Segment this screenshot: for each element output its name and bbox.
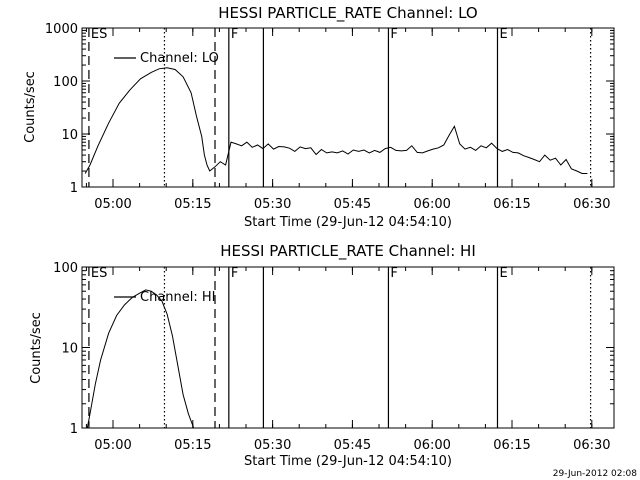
series-line-hi <box>86 289 195 429</box>
y-tick-label-lo-2: 100 <box>53 75 78 90</box>
x-tick-label-hi-2: 05:30 <box>254 438 291 453</box>
x-tick-label-lo-5: 06:15 <box>493 197 530 212</box>
marker-label-hi-0: ES <box>91 266 107 281</box>
marker-label-hi-6: E <box>499 266 507 281</box>
footer-timestamp: 29-Jun-2012 02:08 <box>553 469 637 479</box>
panel-hi: HESSI PARTICLE_RATE Channel: HI Counts/s… <box>29 242 615 469</box>
x-tick-label-lo-0: 05:00 <box>94 197 131 212</box>
x-tick-label-lo-1: 05:15 <box>174 197 211 212</box>
series-line-lo <box>84 67 588 174</box>
y-tick-label-lo-1: 10 <box>61 128 78 143</box>
marker-label-lo-0: ES <box>91 27 107 42</box>
chart-title-lo: HESSI PARTICLE_RATE Channel: LO <box>218 4 477 23</box>
x-tick-label-hi-4: 06:00 <box>413 438 450 453</box>
x-tick-label-hi-1: 05:15 <box>174 438 211 453</box>
panel-lo: HESSI PARTICLE_RATE Channel: LO Counts/s… <box>23 4 615 230</box>
legend-label-hi: Channel: HI <box>140 290 216 305</box>
y-tick-label-hi-0: 1 <box>70 422 78 437</box>
y-tick-label-lo-3: 1000 <box>45 22 78 37</box>
x-tick-label-lo-2: 05:30 <box>254 197 291 212</box>
y-tick-label-hi-2: 100 <box>53 261 78 276</box>
y-axis-label-hi: Counts/sec <box>29 312 44 384</box>
x-tick-label-lo-3: 05:45 <box>334 197 371 212</box>
x-tick-label-hi-0: 05:00 <box>94 438 131 453</box>
marker-label-hi-3: F <box>231 266 238 281</box>
y-tick-label-lo-0: 1 <box>70 181 78 196</box>
chart-title-hi: HESSI PARTICLE_RATE Channel: HI <box>220 242 476 261</box>
marker-label-lo-3: F <box>231 27 238 42</box>
plot-frame-lo <box>81 27 615 188</box>
y-axis-label-lo: Counts/sec <box>23 71 38 143</box>
x-tick-label-hi-6: 06:30 <box>573 438 610 453</box>
x-axis-label-hi: Start Time (29-Jun-12 04:54:10) <box>244 454 452 469</box>
legend-label-lo: Channel: LO <box>140 51 219 66</box>
marker-label-lo-5: F <box>390 27 397 42</box>
x-axis-label-lo: Start Time (29-Jun-12 04:54:10) <box>244 215 452 230</box>
marker-label-lo-6: E <box>499 27 507 42</box>
marker-label-hi-5: F <box>390 266 397 281</box>
x-tick-label-hi-5: 06:15 <box>493 438 530 453</box>
y-tick-label-hi-1: 10 <box>61 342 78 357</box>
x-tick-label-hi-3: 05:45 <box>334 438 371 453</box>
x-tick-label-lo-4: 06:00 <box>413 197 450 212</box>
x-tick-label-lo-6: 06:30 <box>573 197 610 212</box>
